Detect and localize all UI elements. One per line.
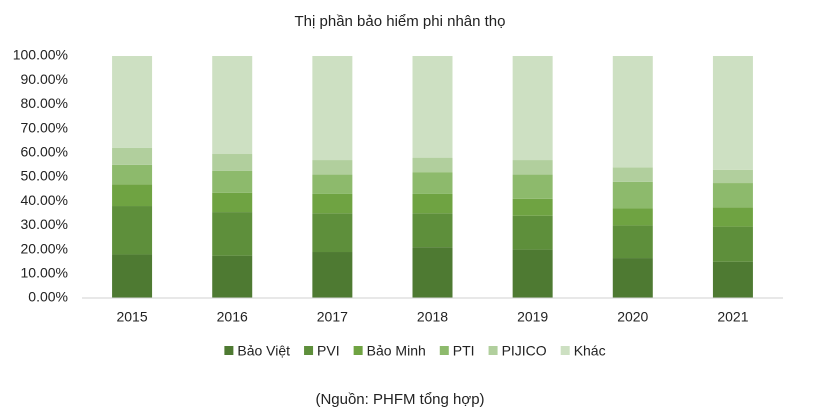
y-tick-label: 30.00% <box>21 216 68 232</box>
x-tick-label: 2017 <box>317 309 348 325</box>
bar-segment <box>712 207 753 227</box>
x-tick-label: 2016 <box>217 309 248 325</box>
y-tick-label: 20.00% <box>21 240 68 256</box>
bar-segment <box>612 208 653 226</box>
x-tick-label: 2021 <box>717 309 748 325</box>
legend-label: Khác <box>574 343 606 359</box>
legend-label: PVI <box>317 343 340 359</box>
legend-swatch <box>304 346 314 355</box>
bar-segment <box>212 192 253 213</box>
bar-segment <box>612 167 653 182</box>
bar-segment <box>412 247 453 298</box>
x-tick-label: 2019 <box>517 309 548 325</box>
bar-segment <box>512 215 553 250</box>
x-tick-label: 2015 <box>116 309 147 325</box>
legend-swatch <box>353 346 363 355</box>
bar-segment <box>712 226 753 262</box>
bar-segment <box>212 154 253 171</box>
bar-segment <box>512 160 553 175</box>
y-tick-label: 50.00% <box>21 168 68 184</box>
bar-segment <box>112 164 153 185</box>
source-note: (Nguồn: PHFM tổng hợp) <box>315 391 484 408</box>
bar-segment <box>112 254 153 298</box>
bar-segment <box>712 183 753 208</box>
bar-segment <box>412 213 453 248</box>
legend-label: Bảo Minh <box>367 343 426 359</box>
legend-label: PTI <box>453 343 475 359</box>
bar-segment <box>412 172 453 194</box>
y-tick-label: 90.00% <box>21 71 68 87</box>
bar-segment <box>612 225 653 259</box>
bar-segment <box>312 174 353 194</box>
bar-segment <box>512 174 553 199</box>
legend-label: PIJICO <box>502 343 547 359</box>
bar-segment <box>212 170 253 193</box>
bar-segment <box>512 249 553 298</box>
y-tick-label: 100.00% <box>13 47 68 63</box>
y-tick-label: 40.00% <box>21 192 68 208</box>
bar-segment <box>212 212 253 256</box>
legend-swatch <box>439 346 449 355</box>
y-tick-label: 60.00% <box>21 144 68 160</box>
bar-segment <box>312 56 353 161</box>
legend-swatch <box>224 346 234 355</box>
bar-segment <box>712 261 753 298</box>
y-tick-label: 80.00% <box>21 95 68 111</box>
bar-segment <box>212 56 253 155</box>
legend-swatch <box>488 346 498 355</box>
bar-segment <box>112 147 153 165</box>
x-tick-label: 2018 <box>417 309 448 325</box>
bar-segment <box>312 213 353 253</box>
bar-segment <box>112 184 153 207</box>
chart-title: Thị phần bảo hiểm phi nhân thọ <box>295 13 506 30</box>
bar-segment <box>312 160 353 175</box>
bar-segment <box>512 198 553 216</box>
bar-segment <box>412 193 453 214</box>
bar-segment <box>512 56 553 161</box>
bar-segment <box>312 193 353 214</box>
y-tick-label: 70.00% <box>21 119 68 135</box>
bar-segment <box>312 252 353 298</box>
bar-segment <box>412 56 453 158</box>
bar-segment <box>712 56 753 170</box>
x-tick-label: 2020 <box>617 309 648 325</box>
bar-segment <box>212 255 253 298</box>
bar-segment <box>612 181 653 209</box>
bar-segment <box>412 157 453 173</box>
bar-segment <box>712 169 753 184</box>
bar-segment <box>612 56 653 168</box>
bar-segment <box>112 56 153 148</box>
legend-swatch <box>560 346 570 355</box>
y-tick-label: 0.00% <box>28 289 68 305</box>
y-tick-label: 10.00% <box>21 265 68 281</box>
legend-label: Bảo Việt <box>237 343 290 359</box>
bar-segment <box>612 258 653 298</box>
bar-segment <box>112 206 153 255</box>
